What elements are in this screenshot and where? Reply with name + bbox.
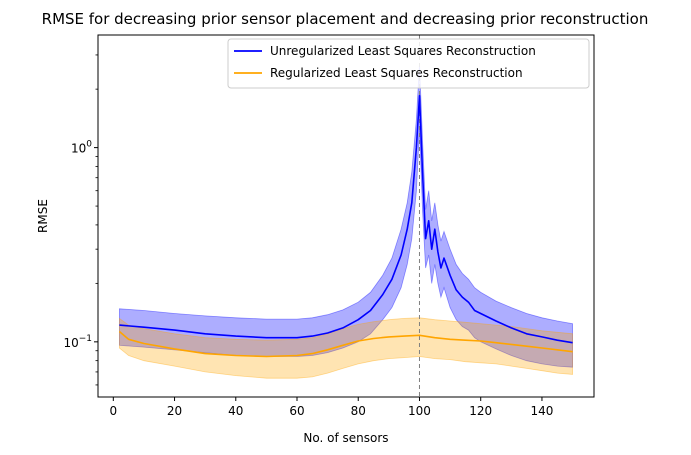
legend-label-2: Regularized Least Squares Reconstruction (270, 66, 523, 80)
y-axis: 10−1 100 (63, 54, 98, 386)
x-tick-label: 0 (109, 404, 117, 418)
confidence-band-series-1 (119, 63, 573, 368)
x-tick-label: 20 (167, 404, 182, 418)
y-tick-label: 10−1 (63, 334, 92, 350)
y-axis-label: RMSE (36, 199, 50, 233)
series-lines (118, 94, 573, 358)
x-axis: 0 20 40 60 80 100 120 140 (109, 397, 553, 418)
plot-frame (97, 34, 595, 398)
x-tick-label: 100 (408, 404, 431, 418)
y-tick-label: 100 (71, 140, 92, 156)
legend-label-1: Unregularized Least Squares Reconstructi… (270, 44, 536, 58)
chart-title: RMSE for decreasing prior sensor placeme… (42, 10, 649, 28)
x-axis-label: No. of sensors (303, 431, 388, 445)
x-tick-label: 120 (469, 404, 492, 418)
x-tick-label: 80 (351, 404, 366, 418)
x-tick-label: 60 (289, 404, 304, 418)
series-line-1 (119, 94, 573, 344)
x-tick-label: 140 (530, 404, 553, 418)
confidence-band-series-2 (119, 317, 573, 379)
legend-box (227, 38, 590, 89)
series-line-2 (118, 330, 573, 358)
x-tick-label: 40 (228, 404, 243, 418)
confidence-bands (119, 63, 573, 379)
legend: Unregularized Least Squares Reconstructi… (227, 38, 590, 89)
